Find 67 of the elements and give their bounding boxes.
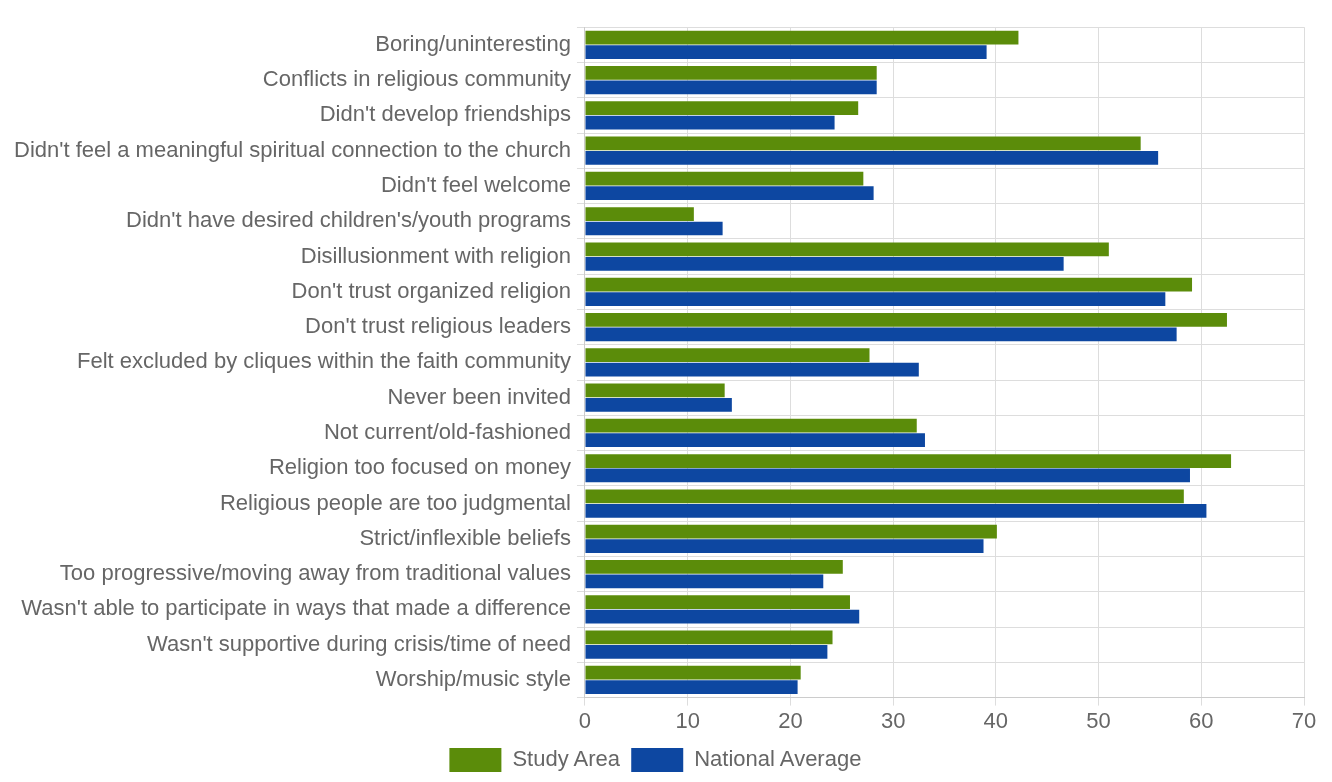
bar [585, 560, 843, 574]
bar [585, 242, 1109, 257]
bar [585, 383, 725, 398]
bar [585, 454, 1232, 468]
bar [585, 609, 860, 624]
bar [585, 433, 925, 448]
bar [585, 66, 877, 80]
y-tick-label: Didn't feel a meaningful spiritual connection to the church [13, 136, 571, 162]
y-tick-label: Wasn't supportive during crisis/time of need [146, 630, 571, 656]
bar [585, 348, 870, 363]
y-tick-label: Worship/music style [375, 666, 571, 692]
y-tick-label: Didn't have desired children's/youth programs [126, 207, 571, 233]
legend-label: National Average [694, 746, 862, 772]
bar [585, 115, 835, 130]
y-tick-label: Too progressive/moving away from traditional values [59, 560, 571, 586]
bar [585, 151, 1159, 165]
bar [585, 665, 801, 680]
x-tick-label: 50 [1086, 707, 1111, 733]
bar [585, 489, 1184, 504]
y-tick-label: Religion too focused on money [268, 454, 571, 480]
y-tick-label: Boring/uninteresting [375, 30, 571, 56]
bar [585, 503, 1207, 518]
bar [585, 362, 919, 377]
y-tick-label: Wasn't able to participate in ways that made a difference [21, 595, 571, 621]
bar [585, 468, 1190, 483]
x-tick-label: 40 [983, 707, 1009, 733]
bar [585, 418, 917, 433]
bar [585, 221, 723, 236]
y-tick-label: Didn't feel welcome [380, 172, 571, 198]
bar [585, 680, 798, 695]
bar [585, 171, 864, 186]
y-tick-label: Didn't develop friendships [319, 101, 571, 127]
y-tick-label: Don't trust religious leaders [305, 313, 571, 339]
bar [585, 186, 874, 201]
bar [585, 45, 987, 59]
y-tick-label: Not current/old-fashioned [323, 419, 571, 445]
y-tick-label: Never been invited [387, 383, 571, 409]
bar [585, 398, 732, 412]
y-tick-label: Religious people are too judgmental [219, 489, 571, 515]
bar [585, 539, 984, 553]
bar [585, 256, 1064, 271]
legend-label: Study Area [512, 746, 621, 772]
bar [585, 524, 997, 539]
y-tick-label: Conflicts in religious community [262, 66, 571, 92]
bar [585, 574, 824, 589]
bar [585, 207, 694, 221]
x-tick-label: 20 [778, 707, 803, 733]
x-tick-label: 30 [880, 707, 906, 733]
bar [585, 101, 859, 116]
bar [585, 80, 877, 95]
y-tick-label: Don't trust organized religion [291, 277, 571, 303]
x-tick-label: 60 [1189, 707, 1214, 733]
x-tick-label: 0 [578, 707, 592, 733]
bar [585, 327, 1177, 342]
x-tick-label: 10 [675, 707, 700, 733]
bar [585, 645, 828, 659]
bar [585, 292, 1166, 306]
bar [585, 30, 1019, 45]
bar [585, 313, 1227, 327]
bar [585, 595, 850, 610]
y-tick-label: Felt excluded by cliques within the faith community [76, 348, 571, 374]
bar [585, 630, 833, 645]
bar [585, 136, 1141, 151]
y-tick-label: Strict/inflexible beliefs [359, 524, 571, 550]
bar [585, 277, 1193, 292]
x-tick-label: 70 [1291, 707, 1317, 733]
y-tick-label: Disillusionment with religion [300, 242, 571, 268]
